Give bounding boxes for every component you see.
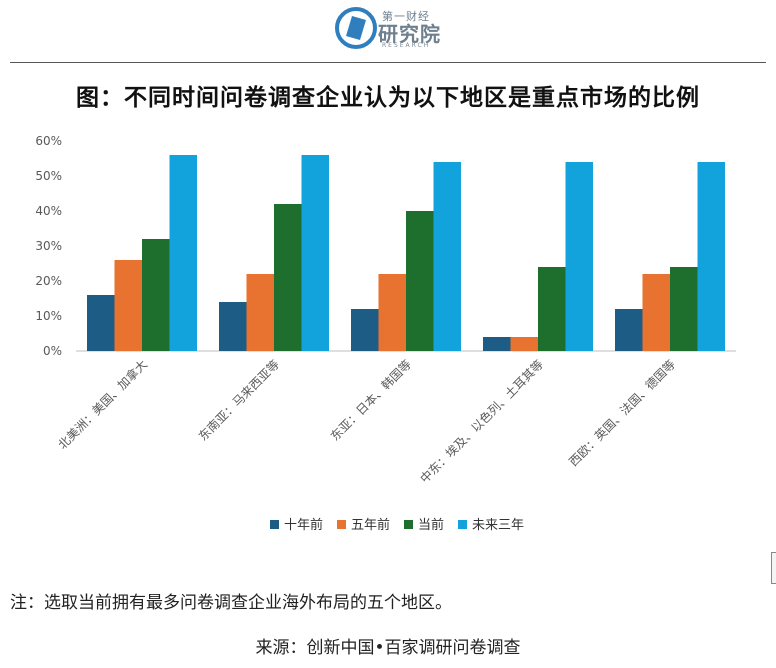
legend-label: 五年前 bbox=[351, 517, 390, 533]
bar bbox=[87, 295, 115, 351]
chart-note: 注：选取当前拥有最多问卷调查企业海外布局的五个地区。 bbox=[10, 593, 452, 613]
y-tick-label: 60% bbox=[35, 134, 62, 148]
bar bbox=[406, 211, 434, 351]
bar bbox=[378, 274, 406, 351]
legend-label: 十年前 bbox=[284, 517, 323, 533]
x-tick-label: 东亚：日本、韩国等 bbox=[327, 357, 414, 444]
bar bbox=[483, 337, 511, 351]
header-divider bbox=[10, 62, 766, 63]
bar bbox=[642, 274, 670, 351]
legend-swatch bbox=[337, 520, 346, 529]
y-tick-label: 10% bbox=[35, 309, 62, 323]
y-tick-label: 30% bbox=[35, 239, 62, 253]
bar-chart: 0% 10% 20% 30% 40% 50% 60% 北美洲：美国、加拿大 东南亚：马来西亚等东… bbox=[35, 134, 736, 533]
legend-swatch bbox=[458, 520, 467, 529]
legend-swatch bbox=[270, 520, 279, 529]
bar bbox=[114, 260, 142, 351]
x-tick-label: 东南亚：马来西亚等 bbox=[195, 357, 282, 444]
bar bbox=[301, 155, 329, 351]
bar bbox=[615, 309, 643, 351]
x-tick-label: 北美洲：美国、加拿大 bbox=[55, 357, 150, 452]
scroll-handle[interactable] bbox=[771, 552, 776, 584]
bar bbox=[538, 267, 566, 351]
bar bbox=[351, 309, 379, 351]
bar bbox=[670, 267, 698, 351]
bar bbox=[274, 204, 302, 351]
logo-top-text: 第一财经 bbox=[382, 10, 430, 23]
y-tick-label: 40% bbox=[35, 204, 62, 218]
bar bbox=[246, 274, 274, 351]
bar bbox=[169, 155, 197, 351]
legend-label: 当前 bbox=[418, 517, 444, 533]
bar bbox=[697, 162, 725, 351]
bar bbox=[433, 162, 461, 351]
bar bbox=[565, 162, 593, 351]
legend-swatch bbox=[404, 520, 413, 529]
x-tick-label: 中东：埃及、以色列、土耳其等 bbox=[417, 357, 546, 486]
bar bbox=[142, 239, 170, 351]
y-tick-label: 0% bbox=[43, 344, 62, 358]
y-tick-label: 20% bbox=[35, 274, 62, 288]
logo-emblem-icon bbox=[335, 7, 377, 49]
logo: 第一财经 研究院 RESEARCH bbox=[334, 6, 454, 52]
y-tick-label: 50% bbox=[35, 169, 62, 183]
chart-title: 图：不同时间问卷调查企业认为以下地区是重点市场的比例 bbox=[76, 84, 700, 111]
x-tick-label: 西欧：英国、法国、德国等 bbox=[566, 357, 678, 469]
logo-sub-text: RESEARCH bbox=[382, 42, 431, 49]
chart-source: 来源：创新中国•百家调研问卷调查 bbox=[255, 638, 521, 658]
logo-main-text: 研究院 bbox=[378, 22, 441, 46]
legend-label: 未来三年 bbox=[472, 518, 524, 533]
bar bbox=[219, 302, 247, 351]
bar bbox=[510, 337, 538, 351]
